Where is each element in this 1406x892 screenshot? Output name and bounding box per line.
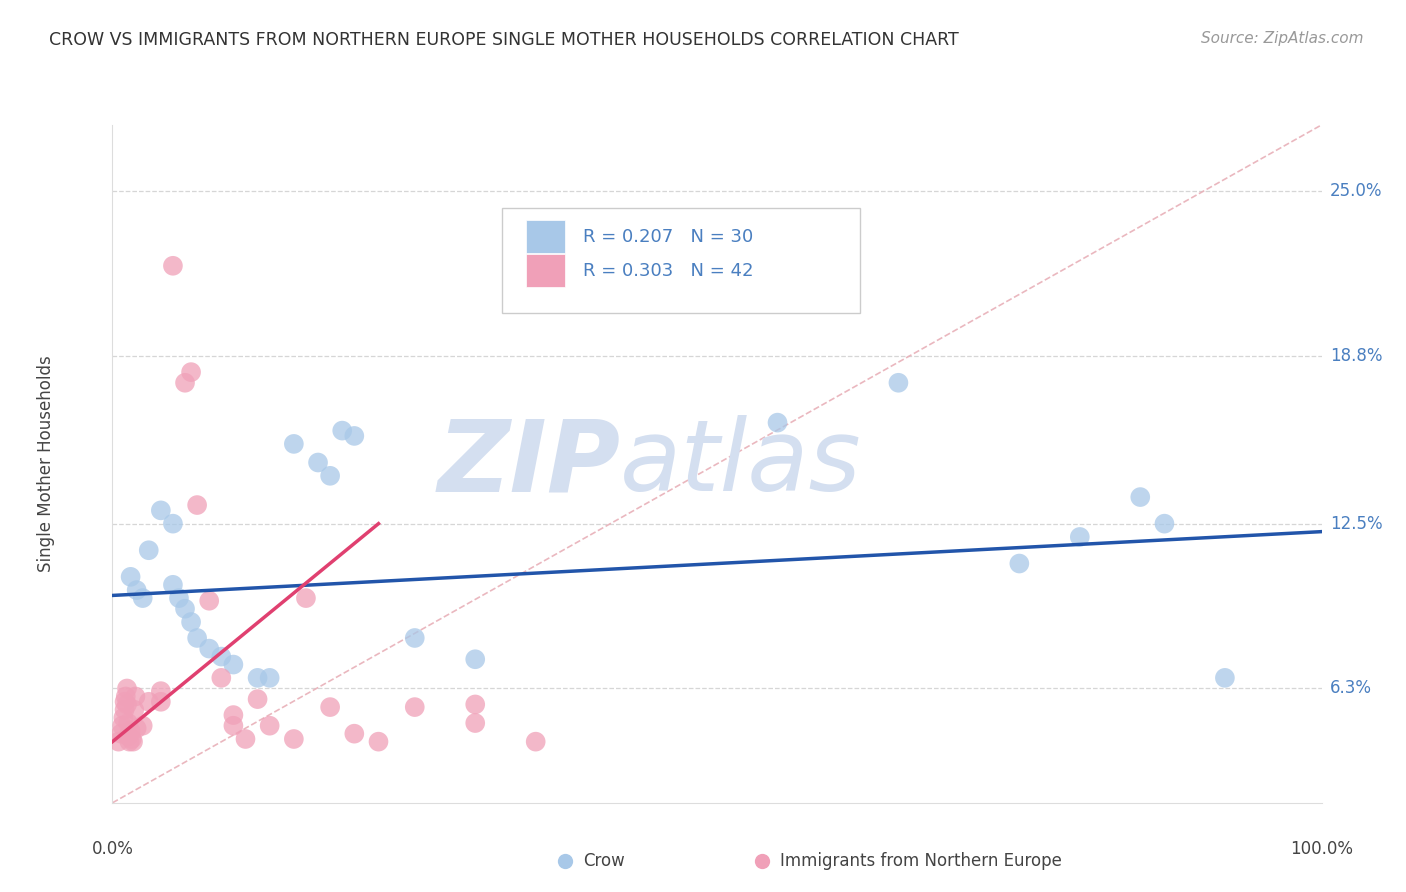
Point — [1153, 516, 1175, 531]
Point — [246, 692, 269, 706]
Point — [295, 591, 318, 606]
Text: 0.0%: 0.0% — [91, 840, 134, 858]
Point — [766, 416, 789, 430]
Point — [110, 727, 132, 741]
Point — [121, 731, 143, 746]
Point — [117, 716, 139, 731]
Point — [124, 690, 146, 704]
Point — [162, 259, 184, 273]
Point — [464, 652, 486, 666]
Point — [180, 615, 202, 629]
Text: CROW VS IMMIGRANTS FROM NORTHERN EUROPE SINGLE MOTHER HOUSEHOLDS CORRELATION CHA: CROW VS IMMIGRANTS FROM NORTHERN EUROPE … — [49, 31, 959, 49]
Point — [120, 724, 142, 739]
Point — [114, 695, 136, 709]
Point — [330, 424, 353, 438]
Point — [319, 468, 342, 483]
Point — [117, 729, 139, 743]
Point — [222, 719, 245, 733]
Point — [125, 722, 148, 736]
Point — [162, 516, 184, 531]
Point — [115, 681, 138, 696]
Point — [114, 703, 136, 717]
Point — [343, 727, 366, 741]
FancyBboxPatch shape — [526, 254, 565, 287]
Point — [162, 578, 184, 592]
Point — [186, 498, 208, 512]
Text: 6.3%: 6.3% — [1330, 680, 1372, 698]
Point — [115, 698, 138, 712]
Point — [167, 591, 190, 606]
Point — [112, 711, 135, 725]
Point — [319, 700, 342, 714]
Text: Crow: Crow — [583, 852, 626, 870]
Text: 12.5%: 12.5% — [1330, 515, 1382, 533]
Point — [367, 734, 389, 748]
Point — [118, 734, 141, 748]
Point — [122, 703, 145, 717]
Point — [222, 657, 245, 672]
Point — [1069, 530, 1091, 544]
Point — [222, 708, 245, 723]
Point — [887, 376, 910, 390]
Text: 18.8%: 18.8% — [1330, 347, 1382, 365]
Point — [209, 649, 232, 664]
Point — [404, 631, 426, 645]
Point — [404, 700, 426, 714]
Point — [307, 456, 329, 470]
Point — [1213, 671, 1236, 685]
Point — [122, 734, 145, 748]
FancyBboxPatch shape — [526, 220, 565, 252]
Point — [198, 593, 221, 607]
Point — [149, 695, 172, 709]
Text: ZIP: ZIP — [437, 416, 620, 512]
Text: Source: ZipAtlas.com: Source: ZipAtlas.com — [1201, 31, 1364, 46]
Point — [464, 716, 486, 731]
Point — [149, 684, 172, 698]
Point — [198, 641, 221, 656]
Point — [180, 365, 202, 379]
FancyBboxPatch shape — [502, 208, 859, 313]
Text: 25.0%: 25.0% — [1330, 182, 1382, 201]
Point — [1008, 557, 1031, 571]
Point — [186, 631, 208, 645]
Point — [259, 671, 281, 685]
Point — [283, 731, 305, 746]
Point — [1129, 490, 1152, 504]
Point — [107, 734, 129, 748]
Point — [138, 695, 160, 709]
Point — [132, 719, 155, 733]
Point — [111, 719, 134, 733]
Text: atlas: atlas — [620, 416, 862, 512]
Text: 100.0%: 100.0% — [1291, 840, 1353, 858]
Point — [235, 731, 257, 746]
Point — [174, 376, 197, 390]
Point — [283, 437, 305, 451]
Point — [114, 690, 136, 704]
Point — [120, 570, 142, 584]
Point — [125, 583, 148, 598]
Point — [464, 698, 486, 712]
Text: R = 0.303   N = 42: R = 0.303 N = 42 — [583, 261, 754, 280]
Point — [209, 671, 232, 685]
Point — [132, 591, 155, 606]
Point — [343, 429, 366, 443]
Point — [259, 719, 281, 733]
Text: Single Mother Households: Single Mother Households — [37, 356, 55, 572]
Text: Immigrants from Northern Europe: Immigrants from Northern Europe — [780, 852, 1062, 870]
Text: R = 0.207   N = 30: R = 0.207 N = 30 — [583, 227, 754, 245]
Point — [246, 671, 269, 685]
Point — [524, 734, 547, 748]
Point — [174, 601, 197, 615]
Point — [149, 503, 172, 517]
Point — [138, 543, 160, 558]
